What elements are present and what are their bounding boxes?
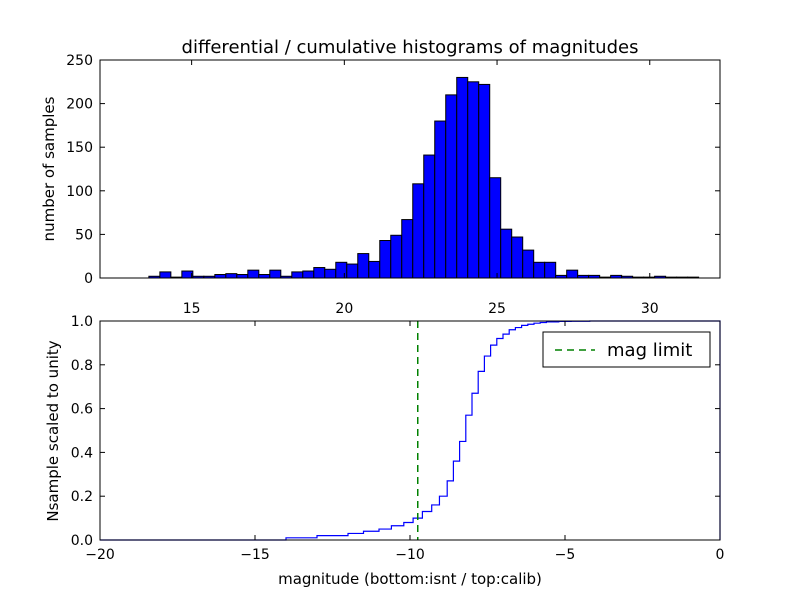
histogram-bar [313,267,326,279]
y-tick-label: 0.0 [71,533,93,549]
y-tick-label: 1.0 [71,314,93,330]
histogram-bar [269,269,282,279]
histogram-bars [148,76,700,279]
histogram-bar [445,94,458,279]
histogram-bar [489,177,502,279]
top-y-axis-label: number of samples [40,96,58,241]
bottom-y-axis-label: Nsample scaled to unity [44,340,62,521]
figure-title: differential / cumulative histograms of … [182,37,639,58]
x-tick-label: 25 [488,301,506,317]
histogram-bar [511,236,524,279]
x-tick-label: 15 [183,301,201,317]
histogram-bar [335,261,348,279]
histogram-bar [324,268,337,279]
x-tick-label: 30 [641,301,659,317]
histogram-bar [357,253,370,279]
y-tick-label: 150 [66,140,93,156]
x-tick-label: −20 [85,547,115,563]
histogram-bar [434,120,447,279]
legend: mag limit [542,331,711,368]
top-axes-frame [99,59,721,279]
y-tick-label: 0.6 [71,402,93,418]
histogram-bar [423,154,436,279]
x-tick-label: −15 [240,547,270,563]
y-tick-label: 100 [66,184,93,200]
legend-mag-limit-label: mag limit [607,340,692,361]
x-tick-label: 0 [716,547,725,563]
histogram-bar [401,219,414,279]
y-tick-label: 200 [66,97,93,113]
histogram-bar [225,273,238,279]
histogram-bar [390,234,403,279]
histogram-bar [478,83,491,279]
histogram-bar [247,269,260,279]
histogram-bar [368,260,381,279]
histogram-bar [456,76,469,279]
bottom-y-ticks: 0.0 0.2 0.4 0.6 0.8 1.0 [71,314,720,549]
histogram-bar [412,183,425,279]
x-tick-label: −5 [555,547,576,563]
top-histogram-panel: differential / cumulative histograms of … [40,37,721,317]
histogram-bar [258,274,271,279]
y-tick-label: 0 [84,271,93,287]
histogram-bar [236,274,249,279]
y-tick-label: 250 [66,53,93,69]
bottom-x-axis-label: magnitude (bottom:isnt / top:calib) [278,570,542,588]
bottom-cumulative-panel: −20 −15 −10 −5 0 0.0 0.2 0.4 0.6 0.8 1.0 magnitud… [44,314,724,588]
top-y-ticks: 0 50 100 150 200 250 [66,53,720,287]
histogram-bar [566,269,579,279]
histogram-bar [500,228,513,279]
histogram-bar [346,263,359,279]
histogram-bar [522,249,535,279]
histogram-bar [544,261,557,279]
cumulative-step-line [100,320,721,541]
histogram-bar [291,271,304,279]
x-tick-label: −10 [395,547,425,563]
histogram-bar [467,81,480,279]
histogram-bar [533,261,546,279]
x-tick-label: 20 [335,301,353,317]
histogram-bar [379,240,392,279]
y-tick-label: 0.8 [71,358,93,374]
y-tick-label: 0.4 [71,445,93,461]
histogram-bar [159,271,172,279]
y-tick-label: 50 [75,227,93,243]
bottom-x-ticks: −20 −15 −10 −5 0 [85,321,724,563]
top-x-ticks: 15 20 25 30 [183,60,659,317]
histogram-bar [214,274,227,279]
histogram-bar [302,270,315,279]
y-tick-label: 0.2 [71,489,93,505]
